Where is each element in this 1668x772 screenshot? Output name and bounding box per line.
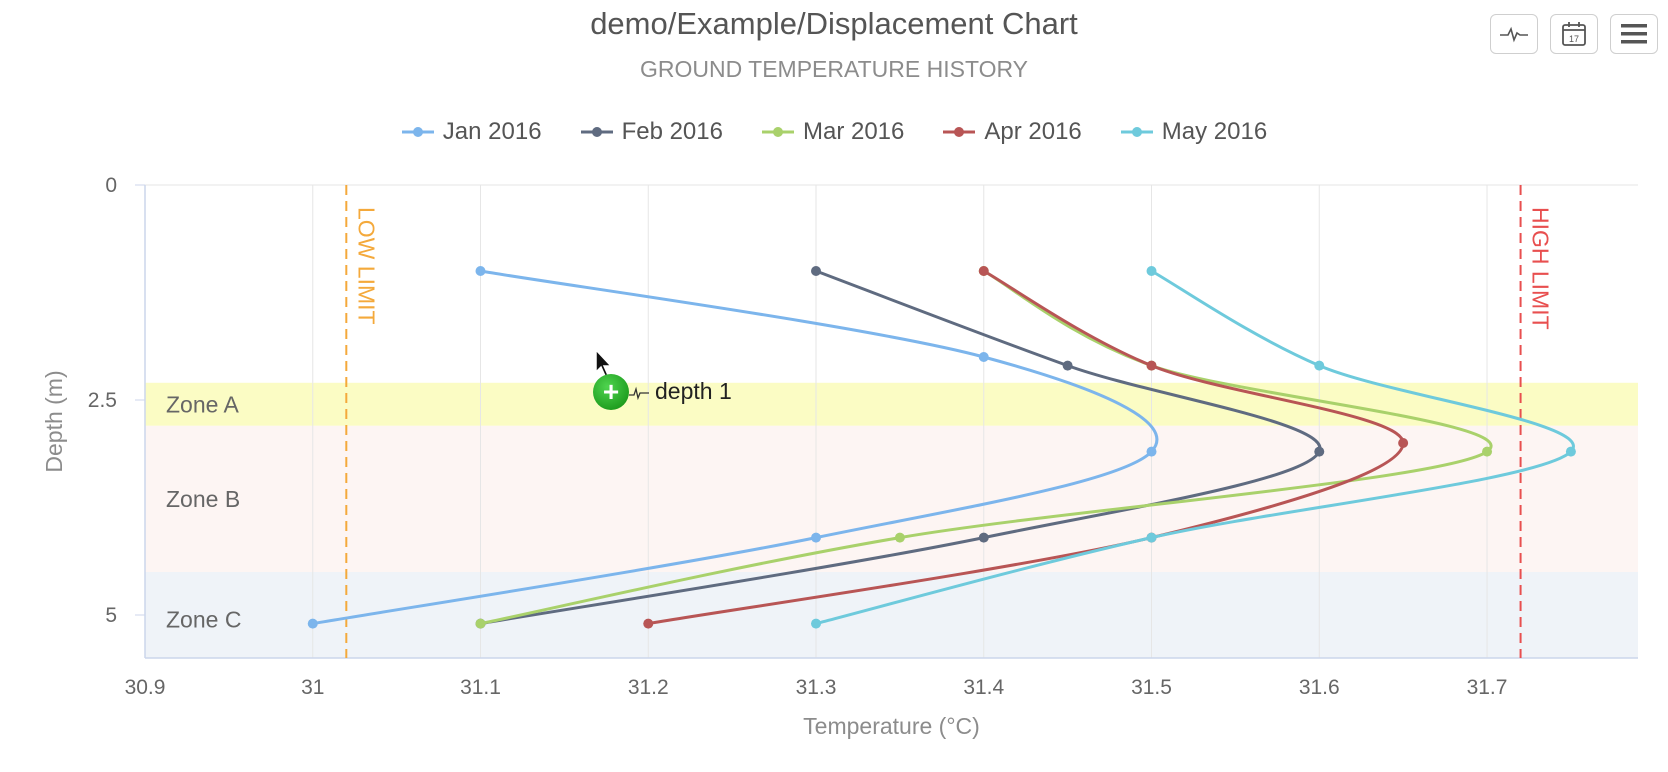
limit-label: LOW LIMIT (353, 207, 379, 325)
data-point (1314, 360, 1325, 371)
menu-button[interactable] (1610, 14, 1658, 54)
data-point (1565, 446, 1576, 457)
legend-swatch-icon (401, 127, 434, 137)
legend-label: May 2016 (1161, 118, 1268, 145)
x-axis-title: Temperature (°C) (803, 713, 980, 739)
series-line (480, 269, 1322, 626)
x-tick-label: 31.4 (963, 676, 1004, 699)
x-tick-label: 31.3 (796, 676, 837, 699)
x-tick-label: 31.6 (1299, 676, 1340, 699)
limit-label: HIGH LIMIT (1528, 207, 1554, 330)
zone-band (145, 425, 1638, 572)
chart-title: demo/Example/Displacement Chart (590, 6, 1078, 41)
y-tick-label: 5 (105, 604, 117, 627)
zone-label: Zone B (166, 486, 240, 512)
chart-toolbar: 17 (1490, 14, 1658, 54)
x-tick-label: 31.5 (1131, 676, 1172, 699)
legend-item[interactable]: May 2016 (1120, 118, 1267, 146)
data-point (475, 618, 486, 629)
chart-subtitle: GROUND TEMPERATURE HISTORY (639, 56, 1029, 82)
y-axis-title: Depth (m) (41, 370, 67, 472)
data-point (978, 352, 989, 362)
data-point (1146, 360, 1157, 371)
data-point (1146, 532, 1157, 543)
data-point (811, 266, 822, 276)
data-point (978, 532, 989, 543)
legend-label: Mar 2016 (802, 118, 905, 145)
legend-item[interactable]: Feb 2016 (580, 118, 723, 146)
x-tick-label: 30.9 (125, 676, 166, 699)
zone-label: Zone A (166, 391, 240, 417)
x-tick-label: 31.1 (460, 676, 501, 699)
calendar-day: 17 (1569, 34, 1579, 44)
x-tick-label: 31 (301, 676, 324, 699)
y-tick-label: 0 (105, 174, 117, 197)
series-line (815, 269, 1575, 626)
legend-swatch-icon (943, 127, 976, 137)
legend-item[interactable]: Mar 2016 (761, 118, 904, 146)
data-point (1398, 438, 1409, 448)
legend-label: Jan 2016 (442, 118, 542, 145)
series-line (648, 269, 1405, 626)
pulse-button[interactable] (1490, 14, 1538, 54)
zone-label: Zone C (166, 606, 241, 632)
x-tick-label: 31.2 (628, 676, 669, 699)
legend-swatch-icon (1120, 127, 1153, 137)
legend-label: Apr 2016 (984, 118, 1082, 145)
chart-legend: Jan 2016 Feb 2016 Mar 2016 Apr 2016 May 2016 (0, 118, 1668, 146)
legend-label: Feb 2016 (621, 118, 723, 145)
data-point (1314, 446, 1325, 457)
y-tick-label: 2.5 (88, 389, 117, 412)
calendar-icon: 17 (1562, 22, 1586, 46)
data-point (643, 618, 654, 629)
legend-item[interactable]: Apr 2016 (942, 118, 1082, 146)
data-point (1146, 446, 1157, 457)
legend-item[interactable]: Jan 2016 (401, 118, 542, 146)
data-point (1482, 446, 1493, 457)
data-point (1062, 360, 1073, 371)
add-drag-icon: + (593, 374, 629, 410)
drag-label: depth 1 (655, 378, 732, 404)
data-point (307, 618, 318, 629)
x-tick-label: 31.7 (1467, 676, 1508, 699)
data-point (811, 618, 822, 629)
data-point (894, 532, 905, 543)
drag-pulse-icon (629, 386, 649, 400)
legend-swatch-icon (580, 127, 613, 137)
data-point (811, 532, 822, 543)
legend-swatch-icon (761, 127, 794, 137)
data-point (1146, 266, 1157, 276)
menu-icon (1621, 24, 1647, 44)
pulse-icon (1500, 26, 1528, 43)
data-point (978, 266, 989, 276)
calendar-button[interactable]: 17 (1550, 14, 1598, 54)
data-point (475, 266, 486, 276)
zone-band (145, 382, 1638, 426)
